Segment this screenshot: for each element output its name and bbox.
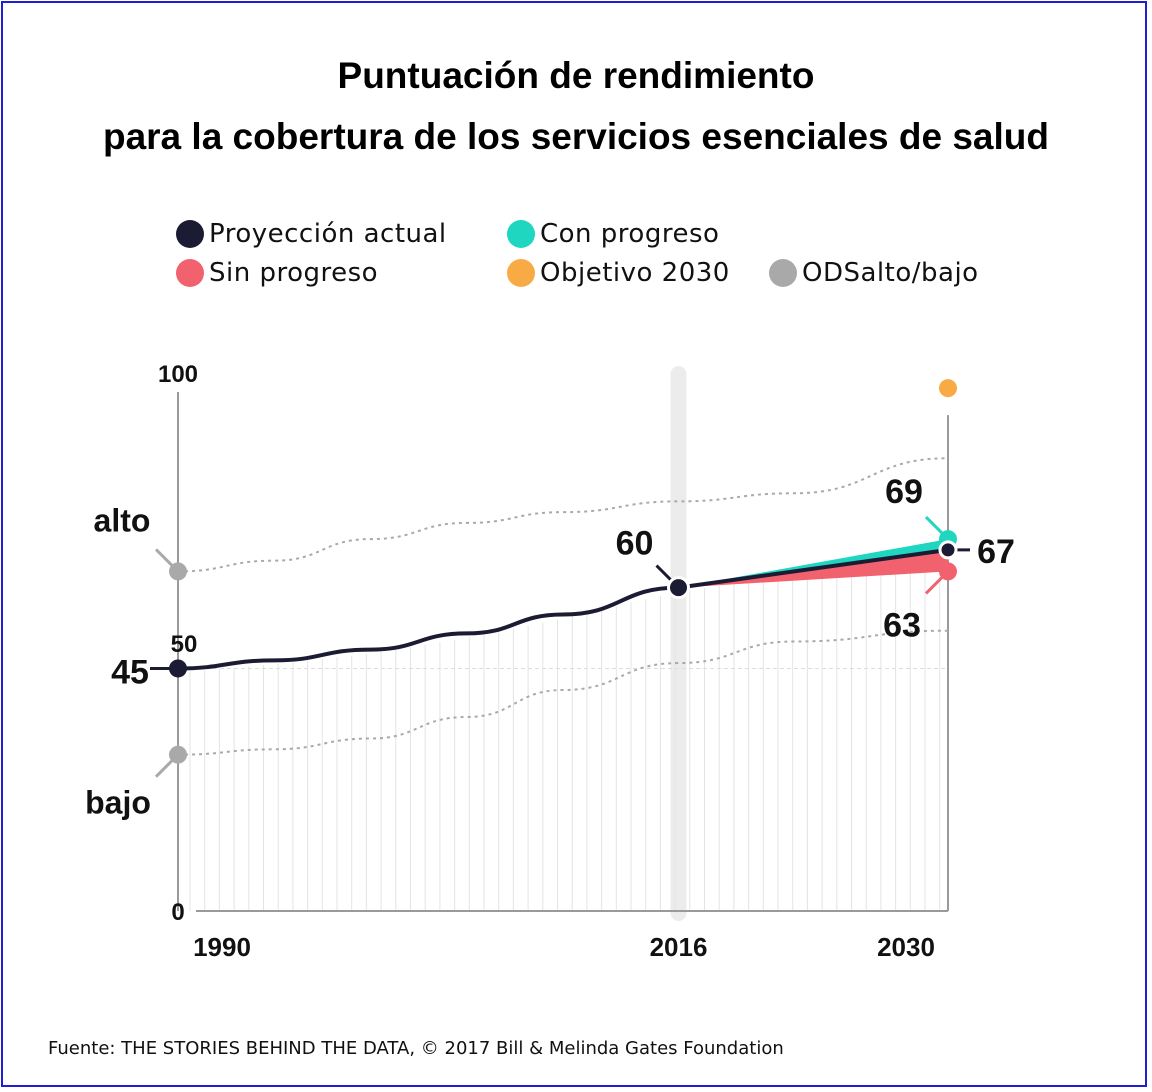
value-label-67: 67: [977, 533, 1015, 571]
legend-label-sin-progreso: Sin progreso: [209, 258, 379, 288]
label-bajo: bajo: [85, 785, 151, 821]
marker-63: [939, 562, 957, 581]
marker-67: [938, 540, 958, 560]
legend-label-proyeccion: Proyección actual: [209, 219, 447, 249]
legend-item-con-progreso: Con progreso: [507, 217, 719, 251]
series-line-proyeccion: [177, 585, 679, 671]
x-tick-label-1990: 1990: [193, 932, 251, 962]
y-tick-label-100: 100: [158, 361, 198, 388]
label-alto: alto: [94, 502, 151, 538]
x-tick-label-2030: 2030: [877, 932, 935, 962]
marker-60: [667, 576, 690, 600]
source-note: Fuente: THE STORIES BEHIND THE DATA, © 2…: [48, 1038, 784, 1059]
legend-swatch-sin-progreso: [176, 259, 204, 287]
legend-item-proyeccion: Proyección actual: [176, 217, 447, 251]
legend-item-objetivo: Objetivo 2030: [507, 256, 730, 290]
highlight-band-2016: [670, 366, 687, 921]
chart-title-line2: para la cobertura de los servicios esenc…: [102, 116, 1049, 157]
value-label-45: 45: [111, 653, 149, 691]
legend-swatch-ods: [769, 259, 797, 287]
y-tick-label-50: 50: [171, 631, 198, 658]
marker-objetivo-2030: [939, 379, 957, 398]
series-line-proyeccion-2030: [678, 547, 949, 590]
value-label-69: 69: [885, 473, 923, 511]
legend-label-objetivo: Objetivo 2030: [540, 258, 730, 288]
marker-alto: [169, 562, 187, 581]
marker-45: [169, 659, 187, 678]
series-line-bajo: [177, 629, 949, 756]
legend-item-ods: ODSalto/bajo: [769, 256, 979, 290]
legend-swatch-proyeccion: [176, 220, 204, 248]
chart-title-line1: Puntuación de rendimiento: [337, 55, 815, 96]
legend-swatch-con-progreso: [507, 220, 535, 248]
fan-con-progreso: [678, 539, 948, 588]
x-tick-label-2016: 2016: [650, 932, 708, 962]
legend-swatch-objetivo: [507, 259, 535, 287]
series-line-alto: [177, 457, 949, 573]
legend-item-sin-progreso: Sin progreso: [176, 256, 378, 290]
value-label-63: 63: [883, 606, 921, 644]
legend-label-ods: ODSalto/bajo: [802, 258, 979, 288]
value-label-60: 60: [616, 525, 654, 563]
marker-bajo: [169, 745, 187, 764]
legend-label-con-progreso: Con progreso: [540, 219, 720, 249]
y-tick-label-0: 0: [171, 899, 184, 926]
